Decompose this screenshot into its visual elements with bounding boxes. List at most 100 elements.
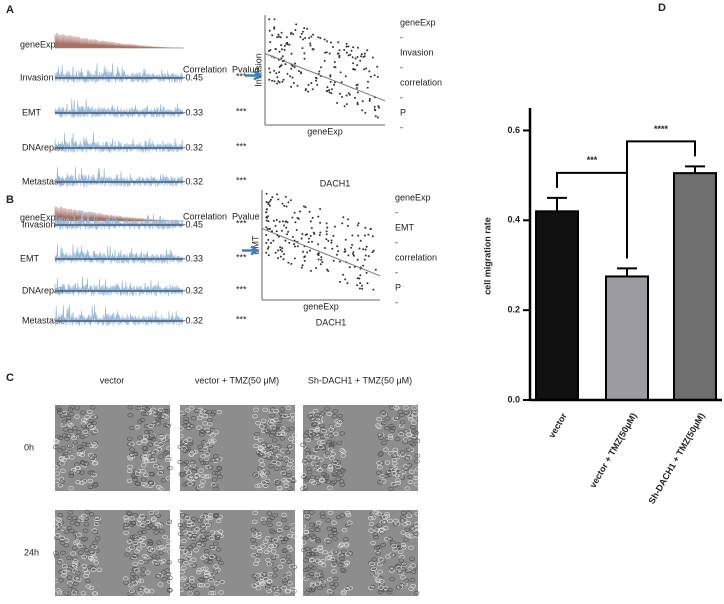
cell	[198, 447, 204, 453]
cell	[326, 589, 333, 594]
cell	[320, 583, 327, 588]
cell	[312, 548, 318, 553]
cell	[88, 555, 94, 560]
cell	[303, 433, 309, 438]
cell	[196, 415, 203, 421]
legend-text: -	[395, 297, 398, 307]
cell	[383, 537, 390, 542]
cell	[408, 545, 414, 550]
scatter-dot	[360, 55, 363, 58]
cell	[205, 464, 211, 470]
cell	[253, 407, 259, 412]
cell	[59, 540, 66, 546]
cell	[396, 566, 403, 571]
scatter-dot	[283, 49, 286, 51]
cell	[308, 571, 315, 577]
cell	[384, 460, 391, 465]
cell	[84, 414, 90, 420]
cell	[164, 409, 171, 414]
cell	[395, 563, 401, 568]
cell	[52, 465, 59, 470]
cell	[155, 418, 162, 423]
scatter-dot	[343, 48, 346, 51]
cell	[88, 453, 94, 458]
cell	[152, 410, 158, 415]
cell	[320, 472, 327, 477]
cell	[194, 591, 200, 596]
cell	[261, 572, 268, 577]
cell	[260, 418, 267, 423]
cell	[181, 462, 188, 467]
legend-text: -	[395, 267, 398, 277]
cell	[190, 536, 197, 541]
column-label: vector + TMZ(50 μM)	[195, 375, 279, 385]
cell	[335, 476, 342, 482]
cell	[90, 424, 96, 430]
cell	[149, 481, 156, 486]
cell	[287, 486, 293, 491]
cell	[75, 571, 81, 576]
cell	[339, 431, 346, 436]
cell	[57, 448, 63, 453]
cell	[74, 539, 81, 544]
pathway-label: DNArepair	[22, 285, 64, 295]
cell	[279, 426, 286, 431]
cell	[407, 438, 413, 443]
scatter-dot	[269, 198, 272, 201]
cell	[328, 433, 334, 438]
cell	[270, 555, 277, 560]
cell	[210, 590, 217, 596]
scatter-dot	[357, 234, 360, 237]
cell	[54, 478, 60, 483]
cell	[414, 511, 421, 516]
scatter-dot	[272, 219, 275, 222]
cell	[153, 441, 160, 446]
cell	[83, 522, 90, 527]
cell	[187, 481, 193, 487]
cell	[75, 430, 82, 435]
cell	[62, 419, 68, 424]
cell	[185, 581, 192, 586]
cell	[130, 589, 136, 594]
cell	[142, 434, 149, 439]
cell	[208, 578, 214, 583]
cell	[188, 452, 195, 457]
cell	[377, 576, 384, 581]
cell	[260, 441, 267, 446]
cell	[186, 550, 192, 555]
cell	[409, 469, 415, 474]
cell	[204, 452, 210, 457]
cell	[340, 591, 347, 596]
cell	[215, 518, 222, 524]
scatter-dot	[368, 99, 371, 102]
scatter-dot	[352, 46, 355, 49]
cell	[382, 587, 389, 593]
cell	[63, 543, 69, 548]
cell	[265, 447, 271, 452]
trend-line	[261, 228, 381, 277]
cell	[139, 522, 146, 528]
cell	[304, 590, 311, 595]
cell	[286, 444, 293, 449]
cell	[71, 515, 78, 521]
cell	[265, 452, 272, 457]
cell	[88, 424, 95, 429]
scatter-dot	[351, 56, 354, 59]
cell	[276, 426, 283, 431]
cell	[195, 569, 202, 575]
cell	[266, 517, 273, 523]
scatter-dot	[356, 284, 359, 287]
cell	[184, 481, 190, 486]
cell	[148, 510, 155, 516]
cell	[162, 534, 168, 540]
cell	[261, 520, 268, 525]
scatter-dot	[299, 36, 302, 38]
cell	[337, 473, 344, 478]
cell	[143, 424, 150, 429]
panel-label: A	[6, 4, 14, 16]
scatter-dot	[358, 247, 361, 250]
cell	[273, 466, 280, 471]
scatter-dot	[300, 32, 303, 35]
cell	[288, 564, 295, 569]
